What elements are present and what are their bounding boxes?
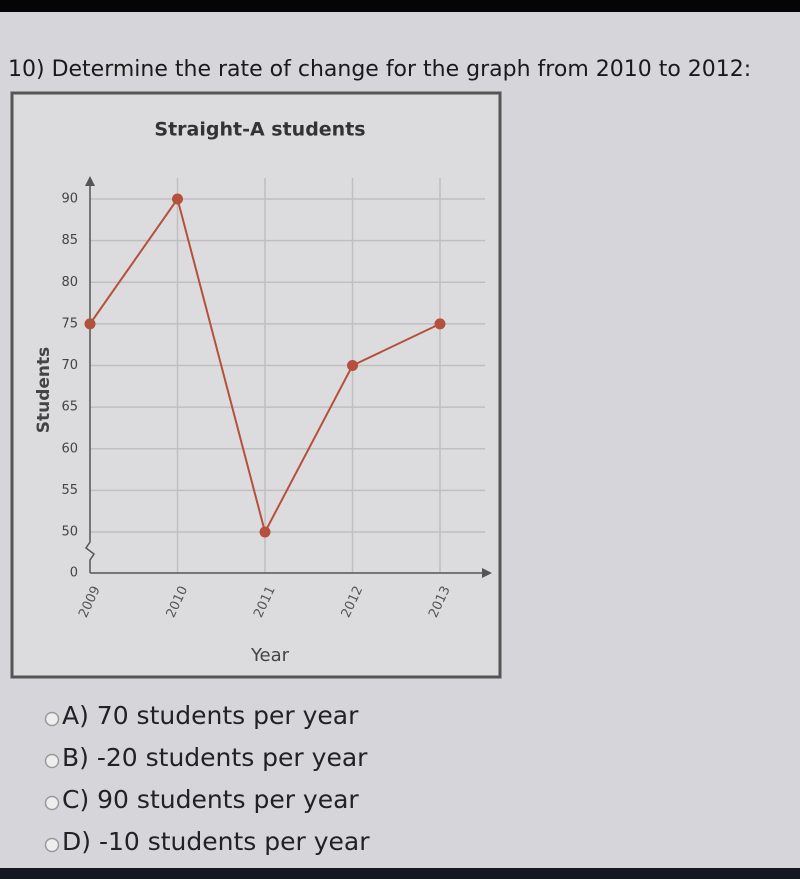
- y-arrow: [85, 176, 95, 186]
- y-tick-label: 85: [61, 233, 78, 248]
- y-tick-label: 65: [61, 400, 78, 415]
- radio-button[interactable]: [44, 753, 60, 769]
- option-text[interactable]: B) -20 students per year: [62, 743, 368, 772]
- radio-button[interactable]: [44, 795, 60, 811]
- y-tick-label: 80: [61, 275, 78, 290]
- question: 10) Determine the rate of change for the…: [8, 57, 751, 82]
- data-point: [347, 360, 358, 371]
- x-arrow: [482, 568, 492, 578]
- y-tick-label: 55: [61, 483, 78, 498]
- y-tick-label: 0: [70, 566, 78, 581]
- y-tick-label: 50: [61, 525, 78, 540]
- option-text[interactable]: A) 70 students per year: [62, 701, 359, 730]
- y-tick-label: 70: [61, 358, 78, 373]
- y-tick-label: 75: [61, 316, 78, 331]
- option-text[interactable]: C) 90 students per year: [62, 785, 359, 814]
- top-bar: [0, 0, 800, 12]
- radio-button[interactable]: [44, 711, 60, 727]
- data-point: [434, 318, 446, 330]
- y-tick-label: 60: [61, 441, 78, 456]
- data-point: [84, 318, 96, 330]
- option-text[interactable]: D) -10 students per year: [62, 827, 370, 856]
- options: A) 70 students per year B) -20 students p…: [44, 701, 370, 856]
- y-axis-label: Students: [34, 347, 54, 434]
- y-axis: [84, 182, 96, 573]
- radio-button[interactable]: [44, 837, 60, 853]
- data-point: [172, 193, 183, 205]
- bottom-bar: [0, 868, 800, 879]
- y-tick-label: 90: [61, 192, 78, 207]
- x-axis-label: Year: [250, 645, 290, 666]
- chart-frame: [10, 91, 502, 679]
- data-point: [259, 526, 271, 538]
- chart-title: Straight-A students: [154, 119, 365, 141]
